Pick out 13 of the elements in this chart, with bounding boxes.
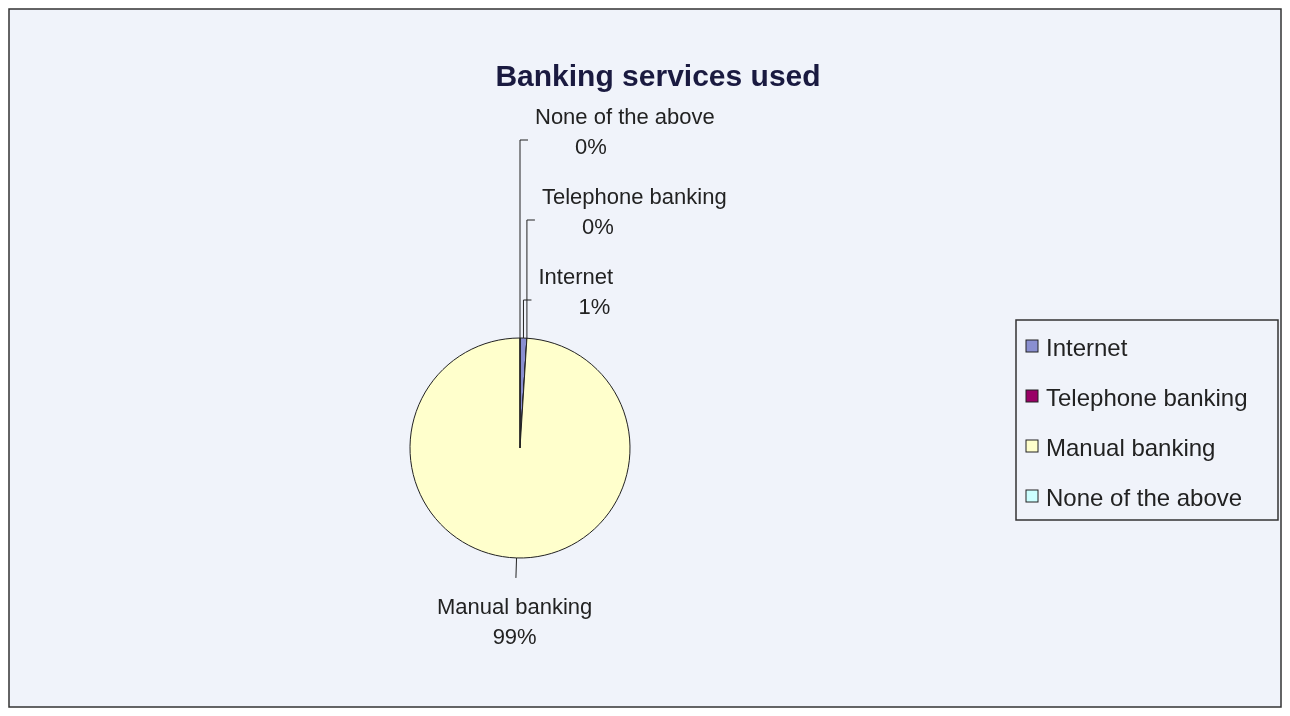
data-label: 99%: [492, 623, 537, 649]
legend-label: Internet: [1046, 334, 1128, 361]
chart-title: Banking services used: [495, 59, 821, 92]
legend-label: None of the above: [1046, 484, 1243, 511]
slice-label: Internet: [538, 264, 614, 289]
legend-label: Telephone banking: [1046, 384, 1248, 411]
data-label: 1%: [578, 294, 611, 319]
text: 0%: [581, 214, 614, 239]
legend-label: Manual banking: [1046, 434, 1216, 461]
category-label: Telephone banking: [541, 184, 727, 209]
slice-label: Manual banking: [436, 593, 593, 619]
text: 0%: [575, 134, 607, 159]
category-label: None of the above: [535, 104, 715, 129]
